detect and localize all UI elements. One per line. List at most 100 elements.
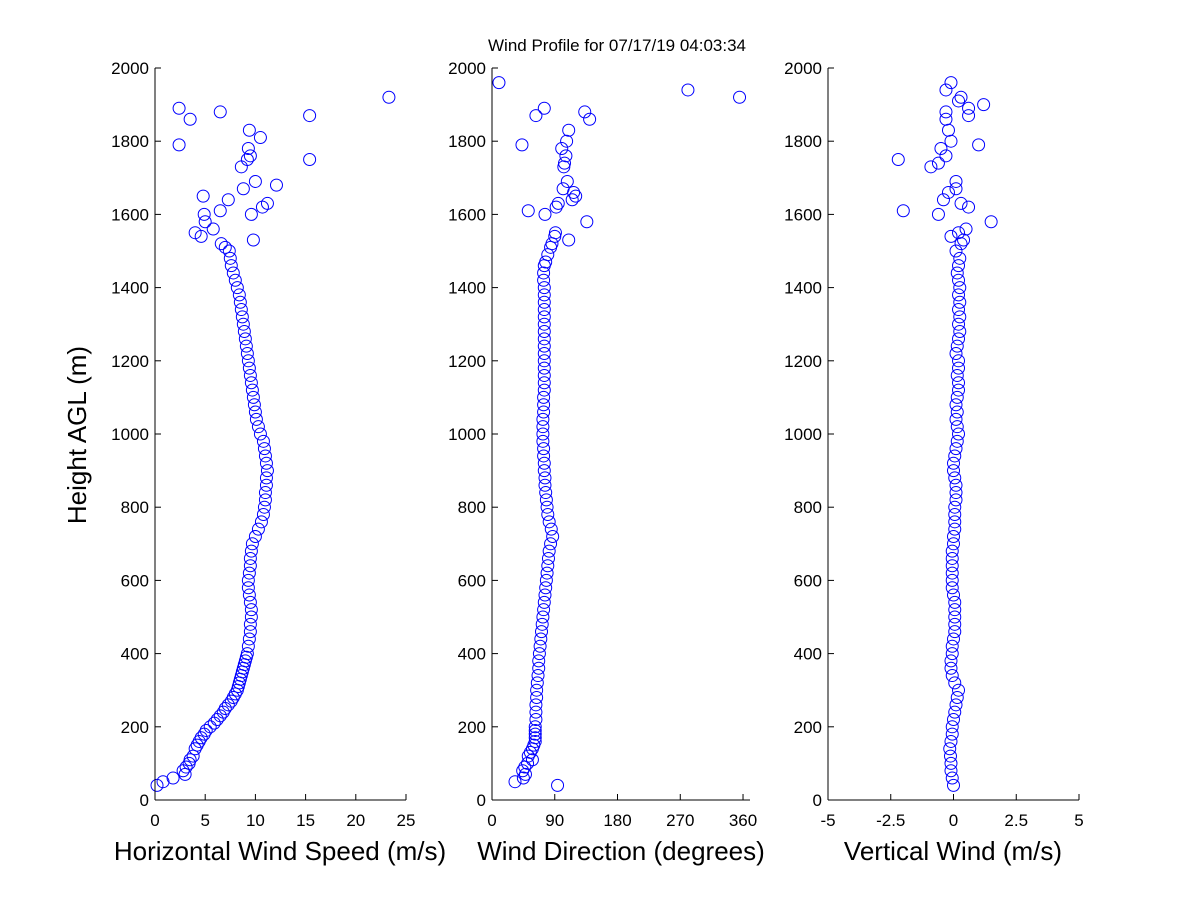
direction-data-point	[733, 90, 747, 104]
speed-data-point	[243, 625, 257, 639]
vertical-data-point	[945, 727, 959, 741]
vertical-data-point	[944, 764, 958, 778]
direction-data-point	[578, 105, 592, 119]
direction-data-point	[536, 427, 550, 441]
vertical-data-point	[952, 259, 966, 273]
vertical-data-point	[945, 639, 959, 653]
vertical-data-point	[939, 83, 953, 97]
direction-data-point	[529, 712, 543, 726]
vertical-data-point	[947, 537, 960, 551]
vertical-data-point	[962, 200, 976, 214]
vertical-data-point	[939, 112, 953, 126]
direction-data-point	[531, 669, 545, 683]
speed-data-point	[243, 149, 257, 163]
direction-y-tick-label: 1800	[448, 132, 486, 151]
vertical-data-point	[949, 493, 963, 507]
direction-data-point	[537, 390, 551, 404]
speed-data-point	[258, 493, 272, 507]
speed-data-point	[269, 178, 283, 192]
direction-axes: 0 200 400 600 800 1000 1200 1400 1600 1800 2000 0 90…	[448, 59, 757, 830]
speed-data-point	[246, 390, 260, 404]
direction-data-point	[559, 149, 573, 163]
direction-data-point	[535, 617, 549, 631]
direction-data-point	[545, 237, 559, 251]
height-ylabel: Height AGL (m)	[62, 346, 92, 524]
vertical-y-tick-label: 0	[813, 791, 822, 810]
direction-data-point	[681, 83, 695, 97]
speed-data-point	[241, 573, 255, 587]
speed-data-point	[224, 694, 238, 708]
direction-data-point	[569, 189, 583, 203]
direction-data-point	[528, 727, 542, 741]
direction-data-point	[583, 112, 597, 126]
vertical-data-point	[896, 204, 910, 218]
speed-data-point	[235, 310, 249, 324]
speed-data-point	[248, 529, 262, 543]
vertical-data-point	[949, 412, 963, 426]
direction-data-point	[538, 207, 552, 221]
direction-data-point	[539, 573, 553, 587]
vertical-data-point	[953, 295, 967, 309]
speed-data-point	[213, 204, 227, 218]
direction-data-point	[492, 76, 506, 90]
speed-data-point	[243, 595, 257, 609]
direction-data-point	[529, 705, 543, 719]
speed-data-point	[237, 325, 251, 339]
speed-y-tick-label: 2000	[111, 59, 149, 78]
direction-data-point	[532, 654, 546, 668]
direction-xlabel: Wind Direction (degrees)	[477, 836, 765, 866]
direction-data-point	[536, 610, 550, 624]
direction-data-point	[537, 442, 551, 456]
speed-data-point	[240, 153, 254, 166]
vertical-data-point	[952, 361, 966, 375]
speed-data-point	[241, 354, 255, 368]
panel-wind-direction: 0 200 400 600 800 1000 1200 1400 1600 1800 2000 0 90…	[448, 59, 765, 866]
vertical-data-point	[949, 244, 963, 258]
vertical-y-tick-label: 200	[794, 718, 822, 737]
direction-data-point	[536, 434, 550, 448]
speed-data-point	[213, 105, 227, 119]
speed-data-point	[179, 760, 193, 774]
speed-data-point	[199, 723, 213, 737]
speed-data-point	[194, 229, 208, 243]
direction-data-point	[560, 174, 574, 188]
vertical-data-point	[950, 434, 964, 448]
direction-data-point	[539, 493, 553, 507]
speed-data-point	[242, 361, 256, 375]
speed-data-point	[303, 109, 317, 123]
direction-x-tick-label: 270	[666, 811, 694, 830]
direction-data-point	[542, 515, 556, 529]
speed-data-point	[214, 237, 228, 251]
direction-data-point	[567, 185, 581, 199]
direction-data-point	[541, 559, 555, 573]
speed-markers	[150, 90, 396, 792]
vertical-data-point	[945, 771, 959, 785]
vertical-data-point	[952, 94, 966, 108]
direction-data-point	[540, 500, 554, 514]
speed-y-tick-label: 1800	[111, 132, 149, 151]
speed-data-point	[254, 515, 268, 529]
vertical-data-point	[943, 749, 957, 763]
vertical-data-point	[944, 661, 958, 675]
direction-data-point	[541, 551, 555, 565]
speed-data-point	[256, 508, 270, 522]
speed-x-tick-label: 25	[397, 811, 416, 830]
vertical-data-point	[944, 756, 958, 770]
direction-data-point	[544, 522, 558, 536]
vertical-axes: 0 200 400 600 800 1000 1200 1400 1600 1800 2000 -5 -…	[784, 59, 1084, 830]
speed-data-point	[234, 160, 248, 174]
speed-data-point	[243, 551, 257, 565]
vertical-data-point	[950, 405, 964, 419]
vertical-data-point	[952, 376, 966, 390]
direction-data-point	[542, 544, 556, 558]
speed-data-point	[206, 222, 220, 236]
direction-data-point	[537, 449, 551, 463]
speed-data-point	[240, 647, 254, 661]
vertical-data-point	[945, 581, 959, 595]
speed-data-point	[242, 566, 256, 580]
speed-y-tick-label: 800	[121, 498, 149, 517]
vertical-data-point	[949, 174, 963, 188]
speed-data-point	[226, 691, 240, 705]
speed-y-tick-label: 1200	[111, 352, 149, 371]
speed-data-point	[248, 174, 262, 188]
